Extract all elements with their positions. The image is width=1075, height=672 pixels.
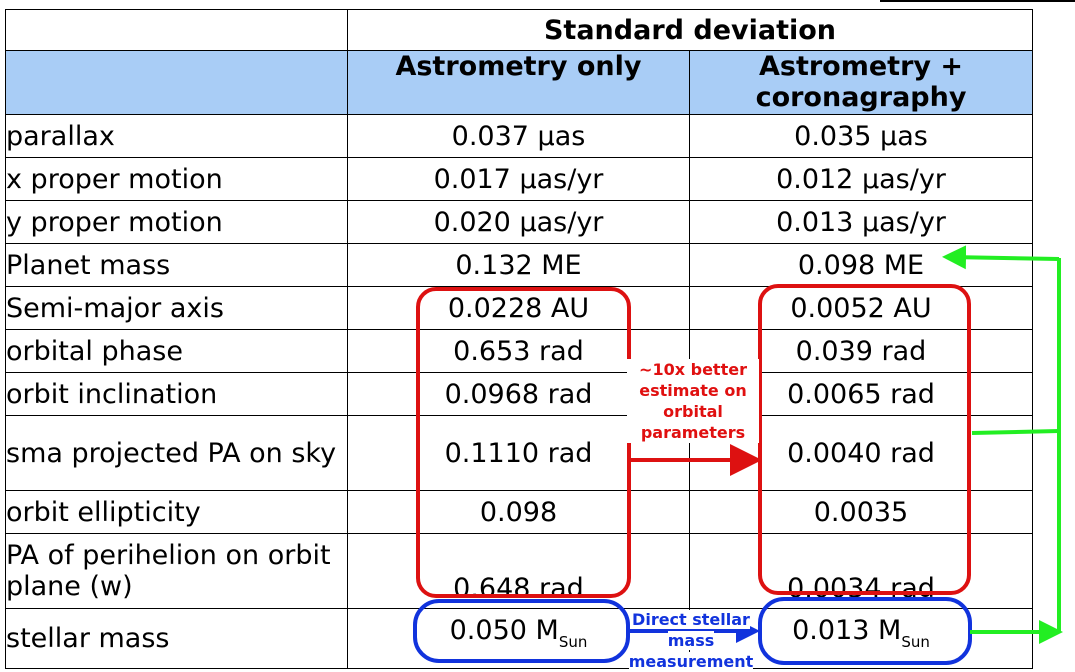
table-row: Planet mass 0.132 ME 0.098 ME [5,243,1033,287]
table-row: orbit ellipticity 0.098 0.0035 [5,490,1033,534]
row-label: y proper motion [5,200,348,244]
value-coronagraphy: 0.012 µas/yr [689,157,1033,201]
empty-header-cell [5,50,348,115]
value-coronagraphy: 0.013 µas/yr [689,200,1033,244]
column-header-row: Astrometry only Astrometry + coronagraph… [5,50,1033,115]
unit-subscript: Sun [558,633,588,651]
row-label: parallax [5,114,348,158]
value-astrometry: 0.020 µas/yr [347,200,690,244]
value-astrometry: 0.098 [347,490,690,534]
row-label: sma projected PA on sky [5,415,348,491]
group-title: Standard deviation [347,9,1033,51]
value-astrometry: 0.648 rad [347,533,690,609]
row-label: orbit ellipticity [5,490,348,534]
top-rule [880,0,1075,2]
blue-annotation-label: Direct stellar mass measurement [628,610,754,671]
row-label: Semi-major axis [5,286,348,330]
table-row: Semi-major axis 0.0228 AU 0.0052 AU [5,286,1033,330]
value-coronagraphy: 0.0034 rad [689,533,1033,609]
value-coronagraphy: 0.098 ME [689,243,1033,287]
col-astrometry-only: Astrometry only [347,50,690,115]
value-astrometry: 0.132 ME [347,243,690,287]
unit-subscript: Sun [901,633,930,651]
stellar-mass-value: 0.050 M [449,615,559,646]
table-row: sma projected PA on sky 0.1110 rad 0.004… [5,415,1033,491]
row-label: Planet mass [5,243,348,287]
deviation-table: Standard deviation Astrometry only Astro… [5,9,1033,669]
value-astrometry: 0.017 µas/yr [347,157,690,201]
table-row: x proper motion 0.017 µas/yr 0.012 µas/y… [5,157,1033,201]
red-annotation-text: ~10x better estimate on orbital paramete… [627,359,759,443]
table-row: orbital phase 0.653 rad 0.039 rad [5,329,1033,373]
value-coronagraphy: 0.0035 [689,490,1033,534]
table-row: y proper motion 0.020 µas/yr 0.013 µas/y… [5,200,1033,244]
row-label: stellar mass [5,608,348,669]
stellar-mass-value: 0.013 M [792,615,902,646]
row-label: PA of perihelion on orbit plane (w) [5,533,348,609]
value-astrometry: 0.0228 AU [347,286,690,330]
row-label: orbital phase [5,329,348,373]
col-astrometry-coronagraphy: Astrometry + coronagraphy [689,50,1033,115]
blue-annotation-text: Direct stellar mass measurement [621,609,761,672]
table-row: PA of perihelion on orbit plane (w) 0.64… [5,533,1033,609]
value-coronagraphy: 0.0052 AU [689,286,1033,330]
table-row-stellar: stellar mass 0.050 MSun 0.013 MSun [5,608,1033,669]
row-label: orbit inclination [5,372,348,416]
value-coronagraphy: 0.035 µas [689,114,1033,158]
row-label: x proper motion [5,157,348,201]
table-row: parallax 0.037 µas 0.035 µas [5,114,1033,158]
empty-corner [5,9,348,51]
value-astrometry: 0.037 µas [347,114,690,158]
table-row: orbit inclination 0.0968 rad 0.0065 rad [5,372,1033,416]
group-header-row: Standard deviation [5,9,1033,51]
